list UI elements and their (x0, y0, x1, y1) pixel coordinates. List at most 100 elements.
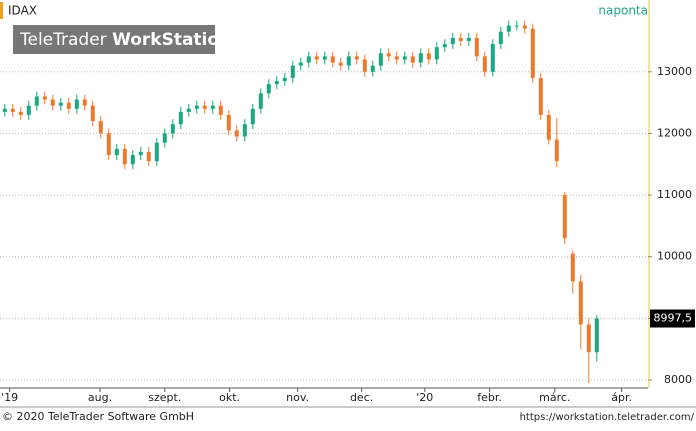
candle-body (514, 25, 519, 27)
candle-body (250, 108, 255, 125)
candle-body (106, 133, 111, 156)
candle-body (90, 105, 95, 122)
x-tick-label: márc. (539, 391, 570, 404)
candle-body (82, 99, 87, 106)
candle-body (218, 105, 223, 115)
candle-body (338, 62, 343, 66)
candle-body (146, 151, 151, 162)
watermark-product: WorkStation (112, 30, 231, 50)
candle-body (386, 53, 391, 57)
candle-body (186, 108, 191, 112)
candle-body (362, 59, 367, 72)
y-tick-label: 10000 (657, 250, 692, 263)
candle-body (58, 102, 63, 106)
candle-body (450, 37, 455, 45)
y-tick-label: 13000 (657, 65, 692, 78)
candle-body (330, 56, 335, 63)
candle-body (122, 148, 127, 165)
url: https://workstation.teletrader.com/ (520, 412, 695, 423)
x-tick-label: '19 (1, 391, 18, 404)
watermark-brand: TeleTrader (19, 30, 107, 50)
candle-body (458, 37, 463, 41)
candle-body (274, 81, 279, 85)
x-tick-label: nov. (286, 391, 309, 404)
copyright: © 2020 TeleTrader Software GmbH (2, 410, 194, 423)
candle-body (522, 25, 527, 29)
candle-body (258, 93, 263, 109)
candle-body (282, 77, 287, 82)
candle-body (474, 37, 479, 57)
candle-body (594, 318, 599, 353)
y-tick-label: 8000 (664, 373, 692, 386)
candle-body (162, 133, 167, 143)
candle-body (98, 121, 103, 134)
candle-body (66, 102, 71, 109)
candle-body (346, 56, 351, 66)
candle-body (434, 47, 439, 60)
candle-body (562, 195, 567, 239)
candle-body (570, 253, 575, 282)
x-tick-label: febr. (477, 391, 502, 404)
candle-body (170, 124, 175, 134)
candle-body (466, 37, 471, 41)
y-tick-label: 11000 (657, 188, 692, 201)
candle-body (298, 62, 303, 66)
chart-title: IDAX (8, 4, 37, 18)
candle-body (410, 56, 415, 63)
candle-body (42, 96, 47, 100)
x-tick-label: okt. (219, 391, 240, 404)
candle-body (114, 148, 119, 156)
candle-body (10, 108, 15, 112)
candle-body (138, 151, 143, 156)
candle-body (402, 56, 407, 60)
candle-body (586, 324, 591, 353)
candle-body (538, 77, 543, 115)
candle-body (226, 114, 231, 131)
candle-body (74, 99, 79, 109)
candle-body (242, 124, 247, 137)
candle-body (50, 99, 55, 106)
candle-body (18, 111, 23, 115)
candle-body (418, 53, 423, 63)
candle-body (442, 44, 447, 48)
candle-body (490, 44, 495, 72)
candle-body (394, 56, 399, 60)
x-tick-label: '20 (416, 391, 433, 404)
candle-body (210, 105, 215, 109)
candle-body (314, 56, 319, 60)
candle-body (554, 139, 559, 162)
candle-body (266, 84, 271, 94)
candle-body (426, 53, 431, 60)
candle-body (546, 114, 551, 140)
candle-body (370, 65, 375, 72)
candle-body (354, 56, 359, 60)
candle-body (482, 56, 487, 72)
candle-body (530, 28, 535, 78)
candle-body (178, 111, 183, 125)
last-price-label: 8997,5 (654, 312, 693, 325)
x-tick-label: dec. (350, 391, 373, 404)
watermark: TeleTrader WorkStation (19, 30, 231, 50)
candle-body (234, 130, 239, 137)
candle-body (154, 142, 159, 162)
watermark-box (13, 25, 215, 54)
y-tick-label: 12000 (657, 126, 692, 139)
candle-body (506, 25, 511, 32)
candle-body (290, 65, 295, 78)
candle-body (26, 105, 31, 115)
x-tick-label: ápr. (611, 391, 632, 404)
x-tick-label: szept. (148, 391, 181, 404)
candle-body (202, 105, 207, 109)
candle-body (2, 108, 7, 112)
candle-body (194, 105, 199, 109)
last-price-box (650, 309, 695, 328)
candle-body (130, 155, 135, 165)
candle-body (578, 281, 583, 325)
period: naponta (598, 4, 648, 18)
candle-body (306, 56, 311, 63)
title-marker (0, 2, 3, 19)
candle-body (498, 31, 503, 45)
x-tick-label: aug. (88, 391, 112, 404)
